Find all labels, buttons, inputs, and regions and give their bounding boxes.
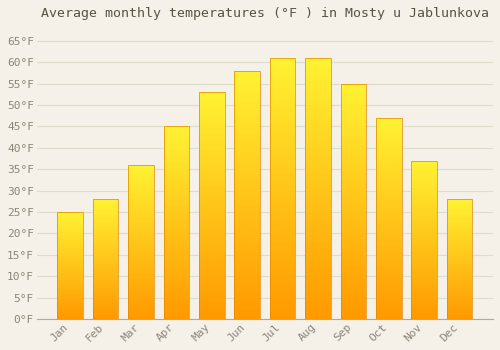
Bar bbox=[270, 58, 295, 319]
Bar bbox=[340, 84, 366, 319]
Title: Average monthly temperatures (°F ) in Mosty u Jablunkova: Average monthly temperatures (°F ) in Mo… bbox=[41, 7, 489, 20]
Bar bbox=[376, 118, 402, 319]
Bar bbox=[58, 212, 83, 319]
Bar bbox=[199, 92, 224, 319]
Bar bbox=[412, 161, 437, 319]
Bar bbox=[234, 71, 260, 319]
Bar bbox=[447, 199, 472, 319]
Bar bbox=[305, 58, 330, 319]
Bar bbox=[128, 165, 154, 319]
Bar bbox=[93, 199, 118, 319]
Bar bbox=[164, 126, 189, 319]
